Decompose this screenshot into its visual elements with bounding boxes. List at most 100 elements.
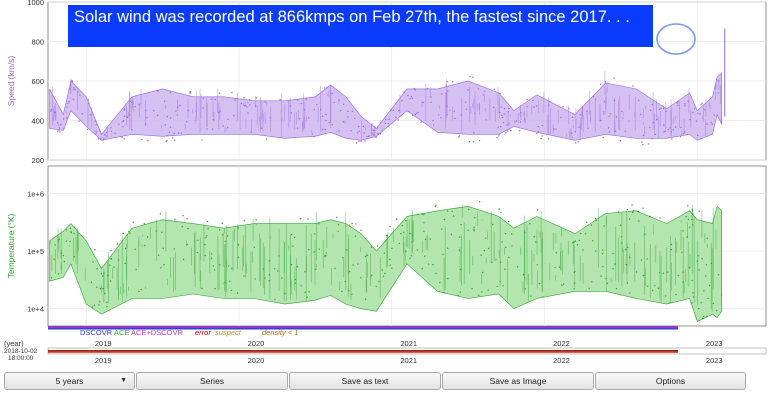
data-point <box>529 223 531 225</box>
data-point <box>538 282 541 285</box>
temperature-axis-label: Temperature (°K) <box>6 213 16 278</box>
data-point <box>537 209 539 211</box>
data-point <box>439 281 441 284</box>
data-point <box>562 283 565 285</box>
data-point <box>385 234 388 237</box>
data-point <box>379 133 382 135</box>
range-select[interactable]: 5 years ▼ <box>4 372 135 390</box>
data-point <box>121 136 123 138</box>
data-point <box>117 259 120 261</box>
data-point <box>599 83 602 86</box>
data-point <box>118 123 120 125</box>
data-point <box>268 260 271 262</box>
temperature-data-points <box>50 201 723 319</box>
data-point <box>186 243 188 246</box>
data-point <box>540 137 542 140</box>
data-point <box>423 222 425 224</box>
data-point <box>505 132 507 134</box>
data-point <box>662 272 665 274</box>
data-point <box>322 115 324 118</box>
data-point <box>627 246 629 249</box>
data-point <box>400 233 402 235</box>
series-button[interactable]: Series <box>136 372 288 390</box>
data-point <box>576 244 579 246</box>
navigator-selection-red[interactable] <box>48 351 678 353</box>
data-point <box>169 117 172 119</box>
data-point <box>600 119 602 122</box>
data-point <box>628 256 631 258</box>
data-point <box>578 239 580 241</box>
data-point <box>392 109 395 111</box>
options-button[interactable]: Options <box>595 372 746 390</box>
data-point <box>103 138 105 140</box>
range-navigator[interactable]: (year) 2018-10-02 18:00:00 2019 2020 2021 2… <box>4 339 767 365</box>
data-point <box>425 238 427 241</box>
data-point <box>603 111 605 113</box>
data-point <box>308 291 310 293</box>
data-point <box>602 136 605 139</box>
data-point <box>173 248 175 250</box>
data-point <box>398 242 400 245</box>
data-point <box>99 130 102 133</box>
data-point <box>603 225 605 227</box>
data-point <box>217 111 220 114</box>
data-point <box>681 251 683 254</box>
data-point <box>692 111 694 114</box>
data-point <box>705 275 707 277</box>
data-point <box>100 137 102 140</box>
data-point <box>105 135 107 137</box>
data-point <box>511 233 513 235</box>
data-point <box>713 114 715 116</box>
data-point <box>698 269 700 271</box>
data-point <box>697 112 699 115</box>
data-point <box>648 143 650 145</box>
data-point <box>492 223 494 226</box>
data-point <box>73 256 75 258</box>
data-point <box>383 252 385 254</box>
data-point <box>614 130 617 133</box>
data-point <box>632 210 635 212</box>
data-point <box>710 121 712 124</box>
data-point <box>696 260 699 262</box>
data-point <box>362 125 365 128</box>
legend-suspect: suspect <box>215 328 242 337</box>
data-point <box>50 277 53 279</box>
data-point <box>646 285 649 287</box>
data-point <box>637 210 640 213</box>
data-point <box>294 282 296 284</box>
data-point <box>138 104 140 106</box>
data-point <box>96 268 98 270</box>
data-point <box>324 128 326 131</box>
data-point <box>499 280 501 283</box>
data-point <box>363 132 365 134</box>
data-point <box>158 254 160 256</box>
data-point <box>66 106 68 108</box>
data-point <box>541 135 543 137</box>
data-point <box>496 137 498 139</box>
save-as-image-button[interactable]: Save as Image <box>442 372 594 390</box>
data-point <box>122 120 125 122</box>
save-as-text-button[interactable]: Save as text <box>289 372 441 390</box>
data-point <box>68 88 71 90</box>
data-point <box>221 222 223 225</box>
data-point <box>411 241 413 243</box>
data-point <box>493 88 495 90</box>
data-point <box>99 301 101 303</box>
navigator-selection-brown[interactable] <box>48 350 678 352</box>
data-point <box>357 263 359 265</box>
data-point <box>430 101 432 103</box>
data-point <box>409 98 411 100</box>
data-point <box>237 244 240 246</box>
control-bar: 5 years ▼ Series Save as text Save as Im… <box>0 371 772 393</box>
data-point <box>196 251 199 254</box>
data-point <box>50 108 53 111</box>
speed-y-tick-labels: 200 400 600 800 1000 <box>27 0 44 165</box>
data-point <box>621 110 623 113</box>
data-point <box>364 140 366 142</box>
data-point <box>595 220 597 222</box>
data-point <box>519 130 521 132</box>
data-point <box>467 89 469 91</box>
data-point <box>356 132 359 134</box>
data-point <box>572 136 574 138</box>
data-point <box>604 81 607 83</box>
